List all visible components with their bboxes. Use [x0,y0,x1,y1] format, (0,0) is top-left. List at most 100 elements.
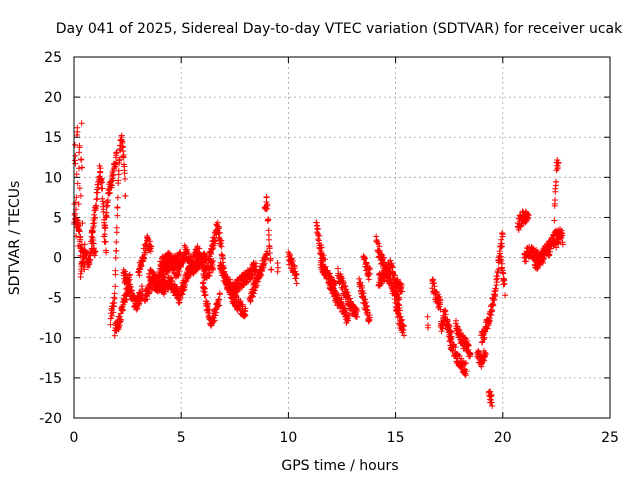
plot-frame [73,56,611,419]
data-point [75,200,82,207]
data-point [148,243,155,250]
data-point [126,271,133,278]
data-point [78,164,85,171]
data-point [136,272,143,279]
data-point [141,254,148,261]
data-point [211,238,218,245]
data-point [122,175,129,182]
data-point [212,312,219,319]
data-point [106,190,113,197]
data-point [181,282,188,289]
data-point [103,249,110,256]
data-point [81,241,88,248]
data-point [133,306,140,313]
data-point [109,177,116,184]
data-point [86,256,93,263]
data-point [253,282,260,289]
data-point [121,170,128,177]
data-point [125,278,132,285]
data-point [91,219,98,226]
data-point [215,223,222,230]
data-point [501,280,508,287]
data-point [220,265,227,272]
data-point [120,148,127,155]
data-point [207,269,214,276]
data-point [119,306,126,313]
y-tick-label: 5 [53,210,62,226]
data-point [138,263,145,270]
data-point [216,302,223,309]
data-point [102,224,109,231]
data-point [202,291,209,298]
data-point [199,258,206,265]
data-point [177,249,184,256]
data-point [73,171,80,178]
y-tick-label: 20 [44,90,62,106]
data-point [111,332,118,339]
data-point [78,120,85,127]
x-tick-label: 5 [177,430,186,446]
data-point [108,312,115,319]
data-point [500,270,507,277]
data-point [76,149,83,156]
data-point [249,293,256,300]
data-point [268,266,275,273]
data-point [101,238,108,245]
data-point [220,255,227,262]
data-point [77,192,84,199]
data-point [242,312,249,319]
data-point [250,290,257,297]
y-tick-labels: -20 -15 -10 -5 0 5 10 15 20 25 [39,50,62,427]
data-point [113,149,120,156]
data-point [198,254,205,261]
data-point [143,240,150,247]
data-point [100,208,107,215]
data-point [72,152,79,159]
data-point [113,159,120,166]
data-point [218,243,225,250]
data-point [135,301,142,308]
chart-title: Day 041 of 2025, Sidereal Day-to-day VTE… [56,21,623,37]
data-point [76,228,83,235]
data-point [114,212,121,219]
data-point [112,254,119,261]
data-point [78,268,85,275]
data-point [74,124,81,131]
data-point [110,309,117,316]
data-point [111,290,118,297]
data-point [88,233,95,240]
data-point [263,251,270,258]
data-point [88,238,95,245]
data-point [552,197,559,204]
data-point [75,223,82,230]
data-point [239,301,246,308]
data-point [99,185,106,192]
x-tick-label: 10 [279,430,297,446]
data-point [71,210,78,217]
data-point [211,317,218,324]
data-point [100,200,107,207]
data-point [365,276,372,283]
data-point [116,322,123,329]
data-point [147,238,154,245]
y-tick-label: 15 [44,130,62,146]
data-point [111,295,118,302]
data-point [218,237,225,244]
data-point [162,262,169,269]
data-point [175,299,182,306]
data-point [93,196,100,203]
data-point [115,167,122,174]
x-tick-label: 25 [601,430,619,446]
data-point [113,239,120,246]
data-point [159,277,166,284]
data-point [113,247,120,254]
data-point [74,180,81,187]
data-point [71,141,78,148]
data-point [315,232,322,239]
data-point [204,300,211,307]
data-point [424,313,431,320]
grid-lines [74,57,610,418]
x-tick-label: 20 [494,430,512,446]
data-point [216,291,223,298]
x-tick-labels: 0 5 10 15 20 25 [70,430,619,446]
